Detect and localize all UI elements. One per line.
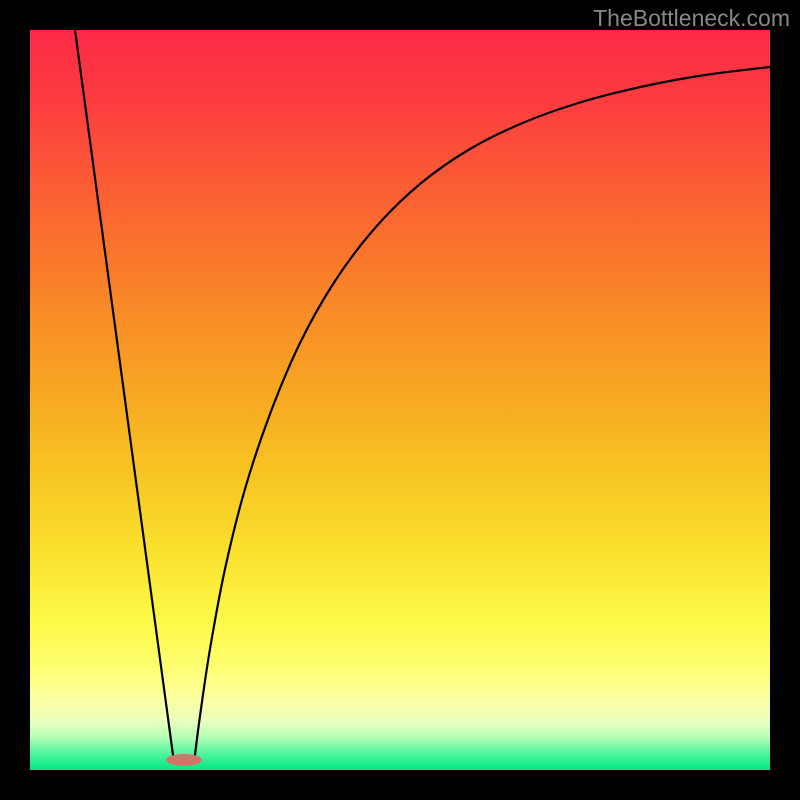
- optimum-marker: [166, 754, 202, 766]
- bottleneck-chart: [0, 0, 800, 800]
- watermark-text: TheBottleneck.com: [593, 5, 790, 32]
- gradient-background: [30, 30, 770, 770]
- chart-container: TheBottleneck.com: [0, 0, 800, 800]
